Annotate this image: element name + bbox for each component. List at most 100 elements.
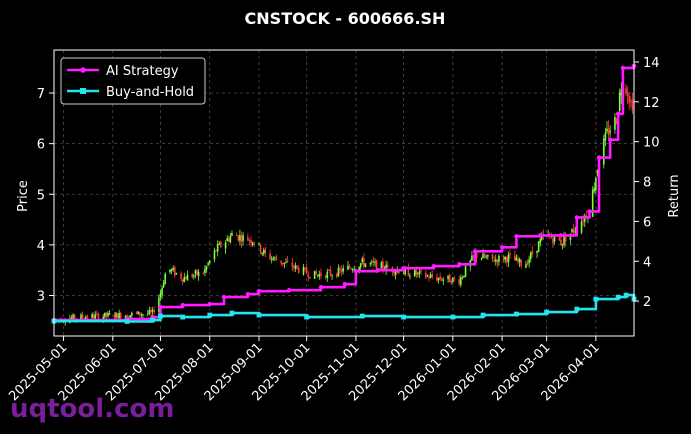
candle-body [380,262,383,269]
series-point-ai-strategy [620,65,626,71]
candle-up [447,275,449,283]
candle-body [193,275,195,277]
series-point-ai-strategy [615,111,621,116]
candle-body [86,316,89,318]
candle-body [398,270,400,274]
candle-down [450,278,453,285]
series-point-ai-strategy [207,301,212,307]
candle-down [304,266,306,272]
candle-body [448,274,451,283]
candle-down [472,254,475,261]
candle-down [483,252,486,259]
candle-up [262,247,265,257]
candle-down [552,235,554,248]
candle-down [293,264,295,272]
candle-down [269,249,271,261]
candle-body [207,263,209,265]
y2-tick-label: 4 [643,255,651,270]
candle-up [351,267,354,273]
candle-down [92,311,95,319]
candle-down [181,279,184,286]
candle-body [126,315,128,318]
candle-body [485,257,488,258]
candle-down [531,245,534,258]
candle-body [336,273,338,278]
candle-body [464,266,467,277]
candle-body [129,315,132,318]
candle-down [248,238,251,246]
candle-body [194,270,197,274]
candle-down [558,237,561,241]
candle-down [185,275,187,280]
watermark: uqtool.com [10,394,174,424]
candle-body [347,265,349,270]
candle-body [385,264,387,272]
candle-body [204,268,206,273]
y2-tick-label: 8 [643,176,651,191]
series-point-ai-strategy [607,137,613,142]
series-point-ai-strategy [574,215,579,220]
candle-body [185,277,187,280]
candle-body [216,244,219,252]
candle-up [226,235,229,242]
candle-body [364,263,367,267]
candle-body [70,317,73,319]
candle-up [426,274,429,278]
candle-body [297,267,300,273]
candle-body [328,270,330,271]
candlesticks [53,82,634,326]
candle-body [107,313,109,317]
candle-up [371,259,373,266]
candle-up [464,264,467,278]
candle-down [626,86,629,105]
candle-up [471,251,473,262]
candle-body [296,265,298,268]
candle-down [439,272,441,282]
candle-body [329,269,332,276]
candle-up [595,176,597,194]
series-point-ai-strategy [286,287,292,293]
candle-body [583,215,586,222]
candle-body [417,272,419,274]
candle-up [216,240,219,257]
candle-body [275,258,278,261]
candle-up [609,125,611,138]
candle-body [81,314,84,318]
candle-body [471,255,473,261]
candle-body [571,229,573,233]
candle-body [603,138,605,165]
candle-down [628,91,631,111]
candle-body [531,250,534,255]
candle-body [191,274,194,278]
series-point-ai-strategy [221,294,227,300]
candle-body [615,119,618,125]
candle-body [514,255,516,261]
candle-down [196,269,198,277]
candle-up [603,134,605,169]
candle-body [305,267,308,274]
series-point-buy-and-hold [124,319,130,324]
candle-down [324,274,327,280]
candle-down [526,259,529,266]
candle-down [496,259,499,268]
candle-body [436,277,438,281]
candle-up [162,280,165,288]
candle-up [318,270,321,280]
candle-body [293,266,295,268]
candle-down [275,254,278,261]
candle-body [227,238,230,242]
candle-body [280,260,283,264]
candle-body [569,233,572,240]
candle-up [161,285,163,300]
candle-up [380,261,383,269]
candle-up [242,231,244,246]
candle-body [560,239,562,245]
candle-body [526,262,529,265]
candle-up [413,269,416,278]
candle-down [630,96,632,108]
candle-up [294,262,297,272]
candle-down [237,235,240,243]
candle-body [371,261,373,263]
candle-up [197,269,200,281]
candle-body [242,234,244,241]
